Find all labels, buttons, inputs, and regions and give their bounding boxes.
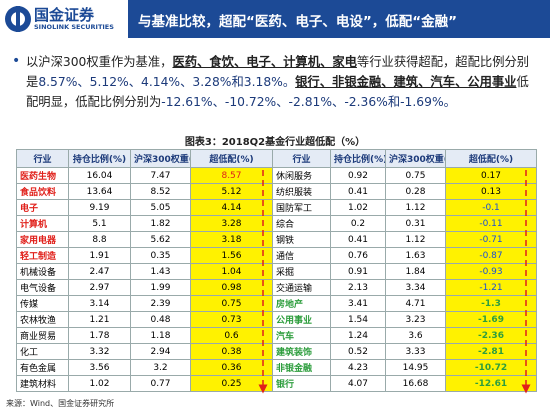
value-cell: 4.14 — [190, 199, 273, 216]
text: 以沪深300权重作为基准， — [26, 55, 173, 69]
value-cell: 3.28 — [190, 215, 273, 232]
source: 来源：Wind、国金证券研究所 — [6, 399, 115, 408]
value-cell: -1.69 — [445, 311, 537, 328]
column-header: 持仓比例(%) — [330, 149, 386, 168]
value-cell: -1.21 — [445, 279, 537, 296]
column-header: 超低配(%) — [445, 149, 537, 168]
table-row: 商业贸易 1.78 1.18 0.6 汽车 1.24 3.6 -2.36 — [16, 327, 537, 344]
column-header: 沪深300权重(%) — [385, 149, 446, 168]
table-row: 农林牧渔 1.21 0.48 0.73 公用事业 1.54 3.23 -1.69 — [16, 311, 537, 328]
table-title: 图表3：2018Q2基金行业超低配（%） — [184, 137, 366, 148]
value-cell: 5.12 — [190, 183, 273, 200]
slide-title: 与基准比较，超配“医药、电子、电设”，低配“金融” — [138, 14, 457, 30]
logo-icon — [5, 6, 31, 32]
value-cell: 0.38 — [190, 343, 273, 360]
text: 低配明显，低配比例分别为 — [26, 75, 529, 109]
table-row: 电子 9.19 5.05 4.14 国防军工 1.02 1.12 -0.1 — [16, 199, 537, 216]
table-row: 轻工制造 1.91 0.35 1.56 通信 0.76 1.63 -0.87 — [16, 247, 537, 264]
column-header: 行业 — [272, 149, 331, 168]
column-header: 沪深300权重(%) — [130, 149, 191, 168]
value-cell: 0.75 — [190, 295, 273, 312]
value-cell: 16.68 — [385, 375, 446, 392]
value-cell: -0.93 — [445, 263, 537, 280]
table-row: 有色金属 3.56 3.2 0.36 非银金融 4.23 14.95 -10.72 — [16, 359, 537, 376]
value-cell: 0.17 — [445, 167, 537, 184]
table-row: 医药生物 16.04 7.47 8.57 休闲服务 0.92 0.75 0.17 — [16, 167, 537, 184]
bullet-text: 以沪深300权重作为基准，医药、食饮、电子、计算机、家电等行业获得超配，超配比例… — [26, 52, 540, 112]
numbers: -12.61%、-10.72%、-2.81%、-2.36%和-1.69%。 — [161, 95, 456, 109]
column-header: 行业 — [16, 149, 69, 168]
value-cell: 1.56 — [190, 247, 273, 264]
logo: 国金证券 SINOLINK SECURITIES — [0, 0, 128, 38]
emphasis: 银行、非银金融、建筑、汽车、公用事业 — [295, 75, 517, 89]
value-cell: -12.61 — [445, 375, 537, 392]
value-cell: 0.98 — [190, 279, 273, 296]
bullet-dot: • — [12, 53, 21, 69]
industry-cell: 银行 — [272, 375, 331, 392]
logo-text: 国金证券 — [34, 6, 95, 24]
value-cell: -10.72 — [445, 359, 537, 376]
table: 行业持仓比例(%)沪深300权重(%)超低配(%)行业持仓比例(%)沪深300权… — [16, 149, 537, 392]
logo-subtext: SINOLINK SECURITIES — [34, 23, 114, 31]
table-row: 化工 3.32 2.94 0.38 建筑装饰 0.52 3.33 -2.81 — [16, 343, 537, 360]
emphasis: 医药、食饮、电子、计算机、家电 — [172, 55, 357, 69]
table-row: 建筑材料 1.02 0.77 0.25 银行 4.07 16.68 -12.61 — [16, 375, 537, 392]
value-cell: 0.36 — [190, 359, 273, 376]
industry-cell: 建筑材料 — [16, 375, 69, 392]
value-cell: 0.73 — [190, 311, 273, 328]
value-cell: 0.6 — [190, 327, 273, 344]
value-cell: -1.3 — [445, 295, 537, 312]
table-row: 传媒 3.14 2.39 0.75 房地产 3.41 4.71 -1.3 — [16, 295, 537, 312]
value-cell: -2.81 — [445, 343, 537, 360]
value-cell: -0.71 — [445, 231, 537, 248]
value-cell: 0.25 — [190, 375, 273, 392]
numbers: 8.57%、5.12%、4.14%、3.28%和3.18%。 — [38, 75, 296, 89]
header-row: 行业持仓比例(%)沪深300权重(%)超低配(%)行业持仓比例(%)沪深300权… — [16, 149, 537, 168]
text: 等行业获得超配，超配比例分别是 — [26, 55, 530, 89]
table-row: 计算机 5.1 1.82 3.28 综合 0.2 0.31 -0.11 — [16, 215, 537, 232]
value-cell: 1.02 — [68, 375, 131, 392]
value-cell: -0.87 — [445, 247, 537, 264]
header-bar: 国金证券 SINOLINK SECURITIES 与基准比较，超配“医药、电子、… — [0, 0, 550, 38]
value-cell: 8.57 — [190, 167, 273, 184]
value-cell: 1.04 — [190, 263, 273, 280]
column-header: 超低配(%) — [190, 149, 273, 168]
